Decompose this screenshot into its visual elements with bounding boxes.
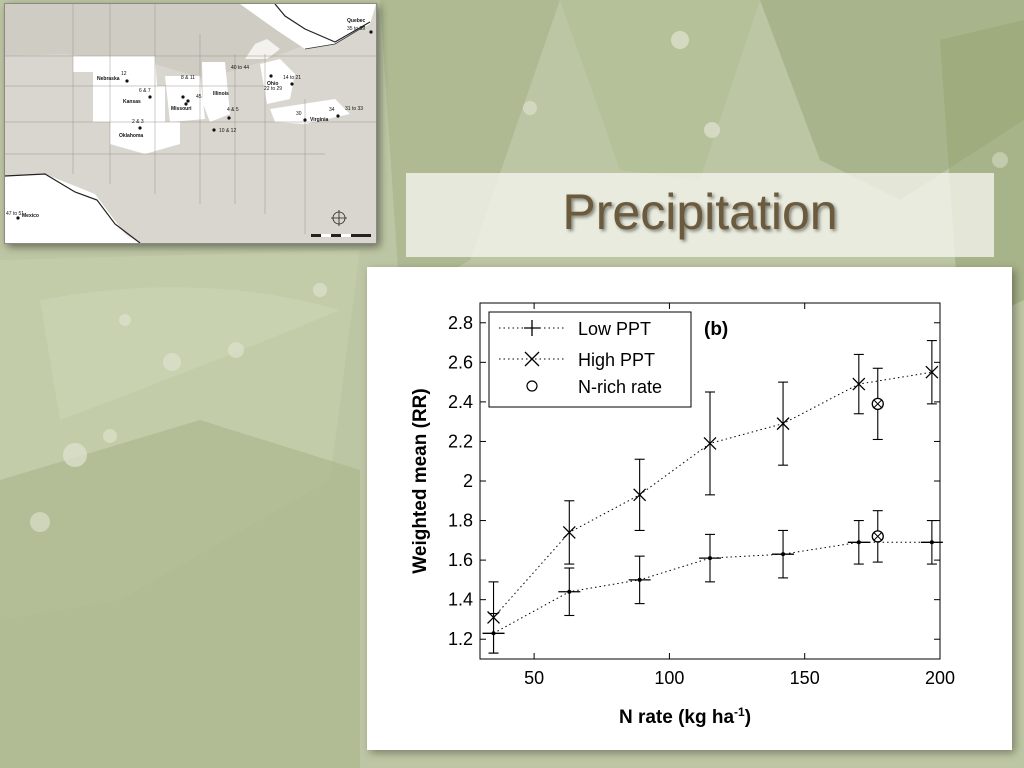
legend: Low PPT High PPT N-rich rate [488, 311, 692, 408]
map-site-label: 47 to 51 [6, 211, 25, 217]
data-point-dot [856, 540, 861, 545]
data-point-x [703, 436, 717, 450]
map-site-label: 30 [296, 111, 302, 117]
map-site-label: 34 [329, 107, 335, 113]
map-site-label: 8 & 11 [181, 75, 196, 81]
map-site-label: 31 to 33 [345, 106, 364, 112]
map-label-oklahoma: Oklahoma [119, 133, 144, 139]
y-tick-label: 2.2 [448, 431, 473, 451]
map-label-quebec: Quebec [347, 18, 366, 24]
y-tick-label: 1.6 [448, 550, 473, 570]
title-band: Precipitation [406, 173, 994, 257]
legend-label-high-ppt: High PPT [578, 350, 655, 370]
map-label-mexico: Mexico [22, 213, 39, 219]
map-label-kansas: Kansas [123, 99, 141, 105]
legend-label-low-ppt: Low PPT [578, 319, 651, 339]
data-point-dot [491, 631, 496, 636]
map-label-missouri: Missouri [171, 106, 192, 112]
x-axis-label-main: N rate (kg ha [619, 707, 735, 728]
map-label-virginia: Virginia [310, 117, 329, 123]
data-point-x [776, 417, 790, 431]
legend-circle-marker [526, 380, 538, 392]
map-drawing [5, 4, 376, 243]
map-site-label: 10 & 12 [219, 128, 237, 134]
x-axis-label-sup: -1 [734, 705, 745, 719]
map-label-ohio: Ohio [267, 81, 279, 87]
y-tick-label: 1.4 [448, 590, 473, 610]
data-point-dot [567, 589, 572, 594]
slide-title: Precipitation [562, 184, 838, 240]
series-line [493, 541, 932, 634]
data-point-dot [929, 540, 934, 545]
x-tick-label: 100 [654, 668, 684, 688]
map-site-label: 2 & 3 [132, 119, 144, 125]
map-site-label: 6 & 7 [139, 88, 151, 94]
map-site-label: 45 [196, 94, 202, 100]
data-point-x [562, 525, 576, 539]
data-point-dot [781, 552, 786, 557]
map-label-illinois: Illinois [213, 91, 229, 97]
y-tick-label: 1.2 [448, 629, 473, 649]
chart-panel: 50 100 150 200 1.2 1.4 1.6 1.8 2 2.2 2.4 2.6 2.8 (b)… [367, 267, 1012, 750]
x-axis-label: N rate (kg ha-1) [619, 705, 751, 728]
legend-x-marker [524, 351, 540, 367]
x-tick-label: 50 [524, 668, 544, 688]
map-site-label: 12 [121, 71, 127, 77]
map-site-label: 14 to 21 [283, 75, 302, 81]
y-tick-label: 2.4 [448, 392, 473, 412]
map-site-label: 35 to 39 [347, 26, 366, 32]
data-point-dot [708, 556, 712, 561]
map-site-label: 40 to 44 [231, 65, 250, 71]
data-point-circle-cross [873, 532, 883, 541]
y-axis-label: Weighted mean (RR) [410, 388, 431, 573]
data-point-circle-cross [873, 399, 883, 409]
legend-label-n-rich: N-rich rate [578, 377, 662, 397]
y-tick-label: 1.8 [448, 511, 473, 531]
map-label-nebraska: Nebraska [97, 76, 120, 82]
data-point-x [487, 611, 500, 624]
data-point-x [925, 365, 939, 379]
legend-plus-marker [524, 320, 540, 336]
x-tick-label: 200 [925, 668, 955, 688]
data-point-x [633, 488, 647, 502]
site-map: Nebraska Kansas Missouri Illinois Oklaho… [4, 3, 377, 244]
map-site-label: 22 to 29 [264, 86, 283, 92]
map-site-label: 4 & 5 [227, 107, 239, 113]
panel-label: (b) [704, 319, 728, 340]
y-tick-label: 2.8 [448, 313, 473, 333]
x-axis-label-close: ) [745, 707, 751, 728]
data-point-dot [637, 577, 642, 582]
y-tick-label: 2.6 [448, 352, 473, 372]
data-point-x [852, 377, 866, 391]
rr-line-chart: 50 100 150 200 1.2 1.4 1.6 1.8 2 2.2 2.4 2.6 2.8 (b)… [410, 302, 955, 728]
x-tick-label: 150 [790, 668, 820, 688]
y-tick-label: 2 [463, 471, 473, 491]
